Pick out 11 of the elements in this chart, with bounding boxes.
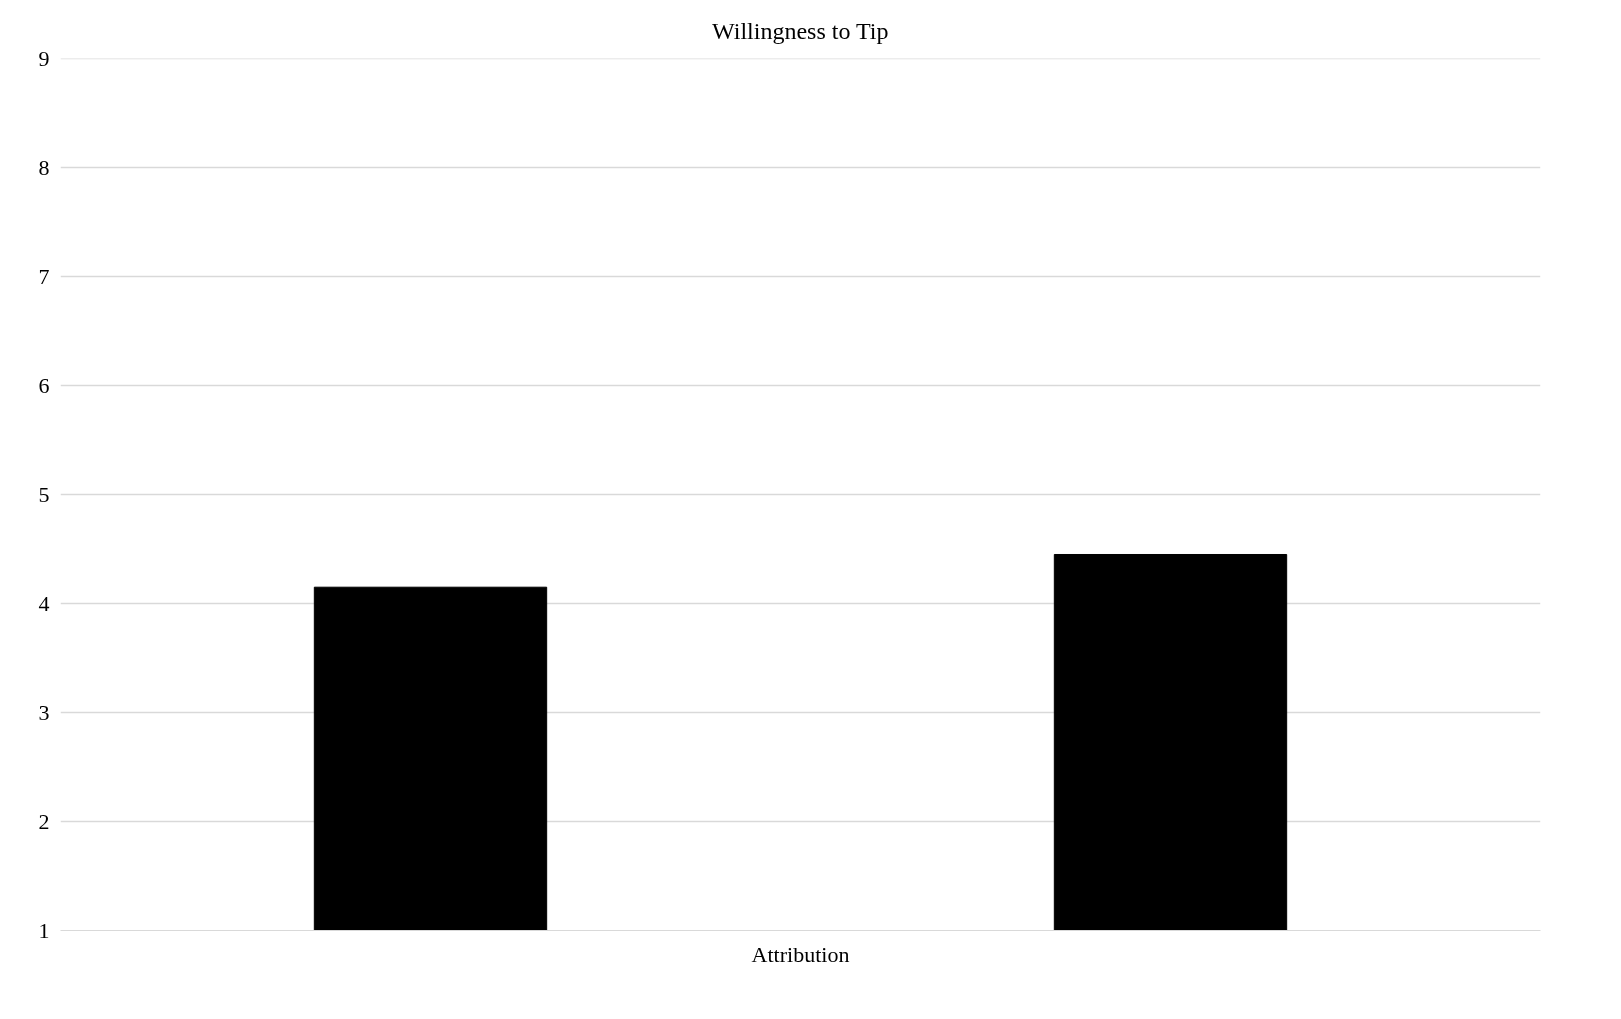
y-tick-label: 6 bbox=[38, 372, 50, 398]
y-tick-label: 9 bbox=[38, 45, 50, 71]
y-tick-label: 5 bbox=[38, 481, 50, 507]
y-tick-label: 4 bbox=[38, 590, 50, 616]
y-tick-label: 7 bbox=[38, 263, 50, 289]
x-tick-label: Attribution bbox=[751, 941, 850, 967]
y-tick-label: 1 bbox=[38, 917, 50, 943]
y-tick-label: 3 bbox=[38, 699, 50, 725]
y-tick-label: 2 bbox=[38, 808, 50, 834]
y-tick-label: 8 bbox=[38, 154, 50, 180]
chart-title: Willingness to Tip bbox=[712, 17, 889, 44]
